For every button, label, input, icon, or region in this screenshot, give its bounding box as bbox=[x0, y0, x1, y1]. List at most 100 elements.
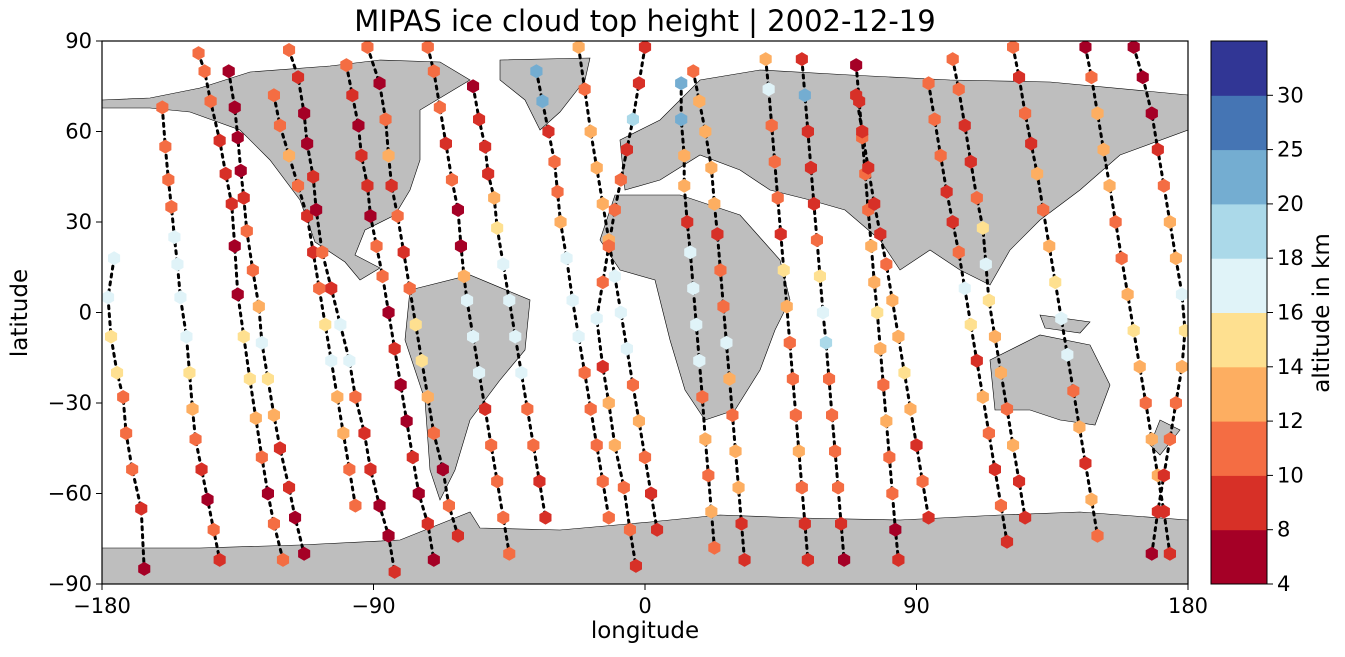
cloud-marker bbox=[485, 438, 498, 453]
y-axis-label: latitude bbox=[7, 268, 33, 358]
cloud-marker bbox=[819, 335, 833, 350]
cloud-marker bbox=[732, 480, 745, 495]
cloud-marker bbox=[159, 139, 172, 154]
cloud-marker bbox=[439, 136, 452, 151]
cloud-marker bbox=[349, 390, 362, 404]
cloud-marker bbox=[379, 112, 392, 127]
cloud-marker bbox=[352, 118, 365, 133]
colorbar-tick-label: 14 bbox=[1277, 355, 1304, 379]
cloud-marker bbox=[898, 365, 911, 380]
cloud-marker bbox=[687, 281, 700, 296]
cloud-marker bbox=[1115, 251, 1128, 266]
cloud-marker bbox=[934, 148, 947, 163]
cloud-marker bbox=[1013, 474, 1026, 489]
cloud-marker bbox=[596, 359, 609, 374]
cloud-marker bbox=[1157, 178, 1170, 193]
continent-greenland bbox=[499, 57, 591, 131]
colorbar-segment bbox=[1211, 421, 1267, 476]
cloud-marker bbox=[678, 178, 691, 193]
cloud-marker bbox=[412, 486, 425, 501]
cloud-marker bbox=[382, 305, 395, 320]
cloud-marker bbox=[479, 402, 492, 416]
cloud-marker bbox=[810, 233, 823, 248]
colorbar-tick-label: 4 bbox=[1277, 572, 1290, 596]
cloud-marker bbox=[1085, 492, 1098, 507]
cloud-marker bbox=[548, 154, 561, 169]
cloud-marker bbox=[865, 239, 878, 254]
cloud-marker bbox=[213, 552, 226, 567]
cloud-marker bbox=[856, 124, 869, 139]
cloud-marker bbox=[738, 552, 751, 567]
cloud-marker bbox=[829, 444, 842, 459]
cloud-marker bbox=[626, 377, 639, 392]
colorbar-tick-label: 16 bbox=[1277, 301, 1304, 325]
cloud-marker bbox=[696, 390, 709, 404]
cloud-marker bbox=[292, 70, 305, 85]
cloud-marker bbox=[117, 390, 130, 404]
cloud-marker bbox=[376, 269, 389, 284]
cloud-marker bbox=[225, 196, 238, 211]
cloud-marker bbox=[608, 269, 621, 284]
cloud-marker bbox=[219, 166, 232, 181]
x-axis-label: longitude bbox=[590, 618, 700, 644]
orbit-track bbox=[426, 45, 511, 556]
y-tick-label: −90 bbox=[48, 572, 92, 596]
cloud-marker bbox=[186, 402, 199, 416]
cloud-marker bbox=[693, 94, 706, 109]
cloud-marker bbox=[180, 329, 193, 344]
cloud-marker bbox=[886, 293, 899, 308]
cloud-marker bbox=[1103, 178, 1116, 193]
cloud-marker bbox=[298, 546, 311, 561]
cloud-marker bbox=[255, 335, 268, 350]
cloud-marker bbox=[467, 79, 480, 94]
cloud-marker bbox=[982, 293, 995, 308]
cloud-marker bbox=[473, 365, 486, 380]
cloud-marker bbox=[596, 196, 609, 211]
cloud-marker bbox=[976, 390, 989, 404]
cloud-marker bbox=[1175, 287, 1188, 302]
cloud-marker bbox=[451, 202, 464, 217]
cloud-marker bbox=[714, 263, 727, 278]
x-tick-label: 0 bbox=[638, 594, 651, 618]
cloud-marker bbox=[1121, 287, 1134, 302]
cloud-marker bbox=[602, 239, 615, 254]
cloud-marker bbox=[1019, 106, 1032, 121]
cloud-marker bbox=[364, 462, 377, 477]
cloud-marker bbox=[702, 468, 715, 483]
cloud-marker bbox=[503, 546, 516, 561]
cloud-marker bbox=[461, 293, 474, 308]
colorbar-tick-label: 25 bbox=[1277, 138, 1304, 162]
colorbar-segment bbox=[1211, 366, 1267, 422]
cloud-marker bbox=[705, 160, 718, 175]
cloud-marker bbox=[198, 64, 211, 79]
cloud-marker bbox=[780, 299, 793, 314]
cloud-marker bbox=[403, 281, 416, 296]
cloud-marker bbox=[1049, 275, 1062, 290]
cloud-marker bbox=[436, 462, 449, 477]
cloud-marker bbox=[276, 552, 290, 567]
y-tick-label: −30 bbox=[48, 391, 92, 415]
chart-title: MIPAS ice cloud top height | 2002-12-19 bbox=[354, 4, 936, 38]
y-tick-label: 90 bbox=[65, 29, 92, 53]
cloud-marker bbox=[729, 444, 742, 459]
cloud-marker bbox=[982, 426, 995, 441]
cloud-marker bbox=[795, 52, 808, 67]
cloud-marker bbox=[400, 414, 413, 429]
cloud-marker bbox=[620, 341, 633, 356]
cloud-marker bbox=[120, 426, 133, 441]
colorbar-segment bbox=[1211, 95, 1267, 151]
cloud-marker bbox=[874, 227, 887, 242]
cloud-marker bbox=[1007, 41, 1020, 54]
cloud-marker bbox=[373, 76, 386, 91]
cloud-marker bbox=[509, 329, 522, 344]
cloud-marker bbox=[319, 317, 332, 332]
orbit-track bbox=[106, 256, 146, 571]
cloud-marker bbox=[1157, 468, 1170, 483]
cloud-marker bbox=[708, 196, 721, 211]
cloud-marker bbox=[850, 88, 863, 103]
cloud-marker bbox=[343, 353, 356, 368]
cloud-marker bbox=[445, 172, 458, 187]
cloud-marker bbox=[681, 215, 694, 229]
